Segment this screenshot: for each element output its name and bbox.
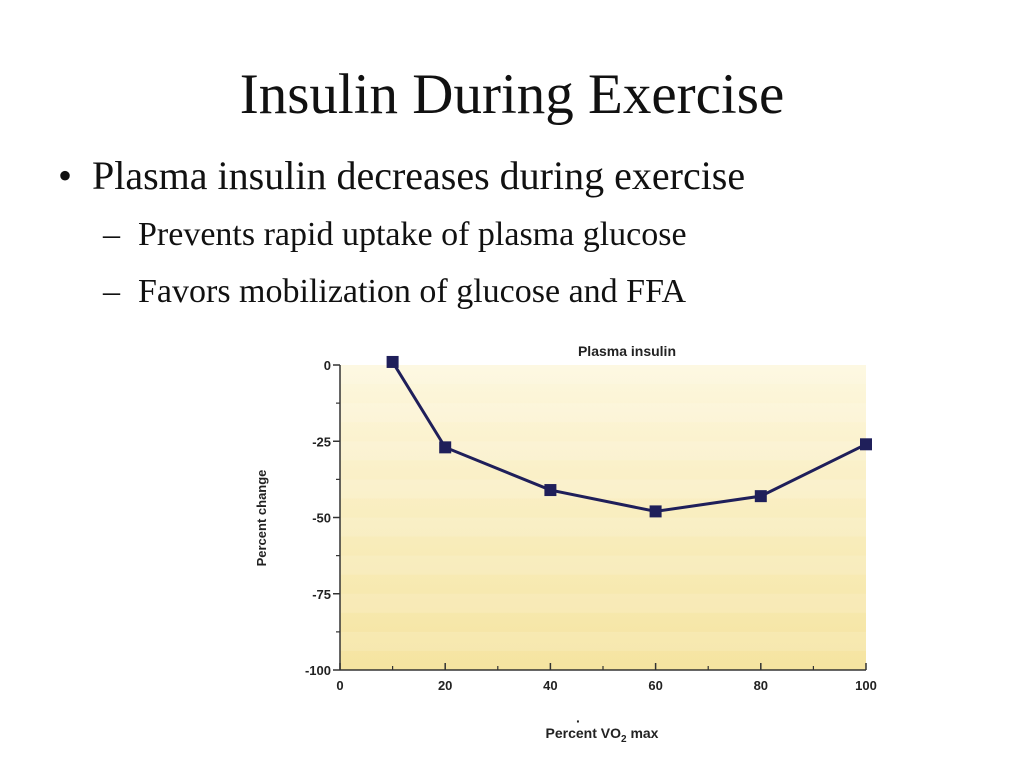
plot-band	[340, 517, 866, 537]
insulin-series	[386, 355, 872, 518]
data-point	[544, 484, 557, 497]
x-tick-label: 60	[648, 678, 662, 693]
data-point	[860, 438, 872, 451]
x-tick-label: 0	[336, 678, 343, 693]
sub-bullet-1: – Prevents rapid uptake of plasma glucose	[103, 216, 687, 254]
dash-marker: –	[103, 273, 120, 310]
bullet-marker: •	[58, 153, 73, 198]
y-tick-label: -75	[312, 587, 331, 602]
x-tick-label: 20	[438, 678, 452, 693]
x-ticks: 0 20 40 60 80 100	[336, 663, 877, 693]
y-tick-label: -100	[305, 663, 331, 678]
series-line	[391, 361, 867, 513]
x-tick-label: 80	[754, 678, 768, 693]
plasma-insulin-chart: Plasma insulin 0 -25 -50 -75 -100 0 20 40 60 80 1…	[254, 343, 877, 745]
data-point	[649, 505, 662, 518]
sub-bullet-2: – Favors mobilization of glucose and FFA	[103, 273, 686, 311]
y-tick-label: -50	[312, 511, 331, 526]
plot-bands	[340, 365, 866, 651]
y-tick-label: 0	[324, 358, 331, 373]
plot-band	[340, 441, 866, 461]
data-point	[386, 355, 399, 368]
bullet-main: • Plasma insulin decreases during exercis…	[58, 152, 745, 199]
dash-marker: –	[103, 216, 120, 253]
y-ticks: 0 -25 -50 -75 -100	[305, 358, 340, 678]
bullet-main-text: Plasma insulin decreases during exercise	[92, 153, 746, 198]
data-point	[754, 490, 767, 503]
sub-bullet-1-text: Prevents rapid uptake of plasma glucose	[138, 216, 687, 253]
x-axis-label: Percent VO2 max	[546, 725, 659, 745]
plot-background	[340, 365, 866, 670]
plot-band	[340, 403, 866, 423]
plot-band	[340, 479, 866, 499]
chart-title: Plasma insulin	[578, 343, 676, 359]
plot-band	[340, 631, 866, 651]
plot-band	[340, 593, 866, 613]
slide-title: Insulin During Exercise	[239, 63, 785, 126]
y-tick-label: -25	[312, 434, 331, 449]
y-axis-label: Percent change	[254, 470, 269, 567]
plot-band	[340, 365, 866, 385]
vdot-mark: ·	[576, 713, 581, 729]
data-point	[439, 441, 452, 454]
sub-bullet-2-text: Favors mobilization of glucose and FFA	[138, 273, 687, 310]
x-tick-label: 40	[543, 678, 557, 693]
plot-band	[340, 555, 866, 575]
x-tick-label: 100	[855, 678, 877, 693]
